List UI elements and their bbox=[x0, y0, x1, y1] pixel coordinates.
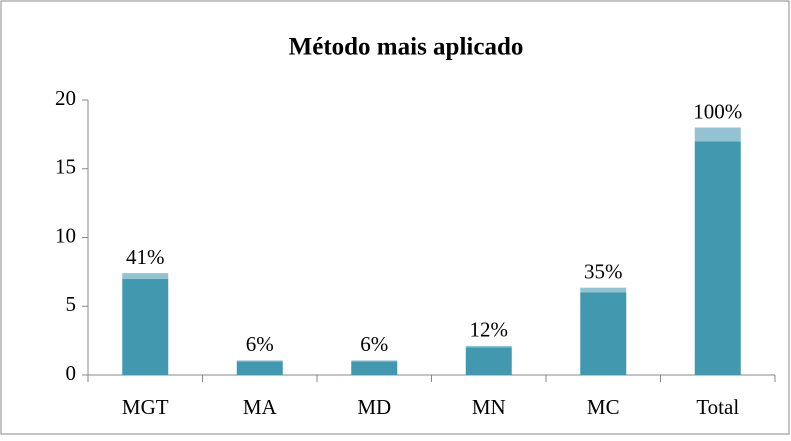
x-tick-label: MA bbox=[243, 395, 278, 419]
y-tick-label: 20 bbox=[55, 86, 76, 110]
bar-segment bbox=[580, 287, 627, 293]
y-tick-label: 0 bbox=[66, 361, 77, 385]
y-tick-label: 10 bbox=[55, 223, 76, 247]
data-label: 12% bbox=[470, 318, 509, 342]
bar-segment bbox=[694, 141, 741, 375]
data-label: 35% bbox=[584, 260, 623, 284]
x-tick-label: Total bbox=[696, 395, 739, 419]
y-tick-label: 5 bbox=[66, 292, 77, 316]
x-tick-label: MN bbox=[472, 395, 506, 419]
bar-segment bbox=[465, 347, 512, 375]
bar-segment bbox=[351, 360, 398, 362]
chart-title: Método mais aplicado bbox=[289, 34, 524, 61]
bar-segment bbox=[122, 278, 169, 375]
bar-segment bbox=[465, 345, 512, 348]
data-label: 6% bbox=[360, 332, 388, 356]
bar-segment bbox=[694, 127, 741, 142]
bar-segment bbox=[236, 360, 283, 362]
x-tick-label: MC bbox=[587, 395, 620, 419]
bar-segment bbox=[122, 273, 169, 279]
data-label: 6% bbox=[246, 332, 274, 356]
x-tick-label: MGT bbox=[122, 395, 169, 419]
y-tick-label: 15 bbox=[55, 155, 76, 179]
bar-segment bbox=[351, 361, 398, 375]
bar-segment bbox=[580, 292, 627, 375]
x-tick-label: MD bbox=[357, 395, 391, 419]
data-label: 100% bbox=[693, 99, 742, 123]
data-label: 41% bbox=[126, 245, 165, 269]
bar-segment bbox=[236, 361, 283, 375]
